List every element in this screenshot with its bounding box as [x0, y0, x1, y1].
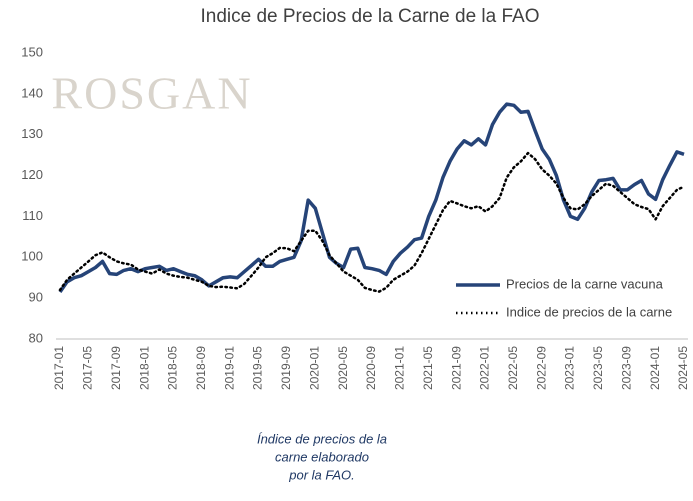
y-tick-label: 130 [21, 126, 43, 141]
caption: carne elaborado [275, 449, 369, 464]
x-tick-label: 2021-09 [449, 346, 463, 390]
series-line [58, 102, 685, 293]
chart-title: Indice de Precios de la Carne de la FAO [200, 6, 539, 27]
series-line [58, 151, 686, 293]
y-tick-label: 80 [29, 330, 43, 345]
y-tick-label: 100 [21, 249, 43, 264]
x-tick-label: 2017-01 [52, 346, 66, 390]
x-tick-label: 2023-05 [591, 346, 605, 390]
x-tick-label: 2020-05 [336, 346, 350, 390]
x-tick-label: 2018-01 [137, 346, 151, 390]
x-tick-label: 2022-01 [478, 346, 492, 390]
y-tick-label: 140 [21, 85, 43, 100]
x-tick-label: 2020-09 [364, 346, 378, 390]
legend: Precios de la carne vacuna Indice de pre… [456, 276, 672, 319]
x-tick-label: 2017-09 [109, 346, 123, 390]
x-tick-label: 2021-01 [393, 346, 407, 390]
watermark: ROSGAN [51, 68, 252, 119]
x-tick-label: 2021-05 [421, 346, 435, 390]
x-tick-label: 2018-09 [194, 346, 208, 390]
y-tick-label: 90 [29, 290, 43, 305]
x-tick-label: 2019-09 [279, 346, 293, 390]
x-tick-label: 2023-01 [563, 346, 577, 390]
legend-label: Precios de la carne vacuna [506, 276, 664, 291]
legend-label: Indice de precios de la carne [506, 304, 672, 319]
x-tick-label: 2024-05 [676, 346, 690, 390]
x-tick-label: 2019-05 [251, 346, 265, 390]
y-tick-label: 120 [21, 167, 43, 182]
y-tick-label: 150 [21, 44, 43, 59]
x-tick-label: 2017-05 [81, 346, 95, 390]
x-tick-label: 2019-01 [222, 346, 236, 390]
x-tick-label: 2020-01 [307, 346, 321, 390]
x-tick-label: 2022-09 [534, 346, 548, 390]
caption: por la FAO. [288, 467, 355, 482]
caption: Índice de precios de la [257, 431, 387, 446]
x-tick-label: 2024-01 [648, 346, 662, 390]
x-tick-label: 2022-05 [506, 346, 520, 390]
x-tick-label: 2023-09 [619, 346, 633, 390]
y-tick-label: 110 [22, 208, 43, 223]
x-tick-label: 2018-05 [166, 346, 180, 390]
